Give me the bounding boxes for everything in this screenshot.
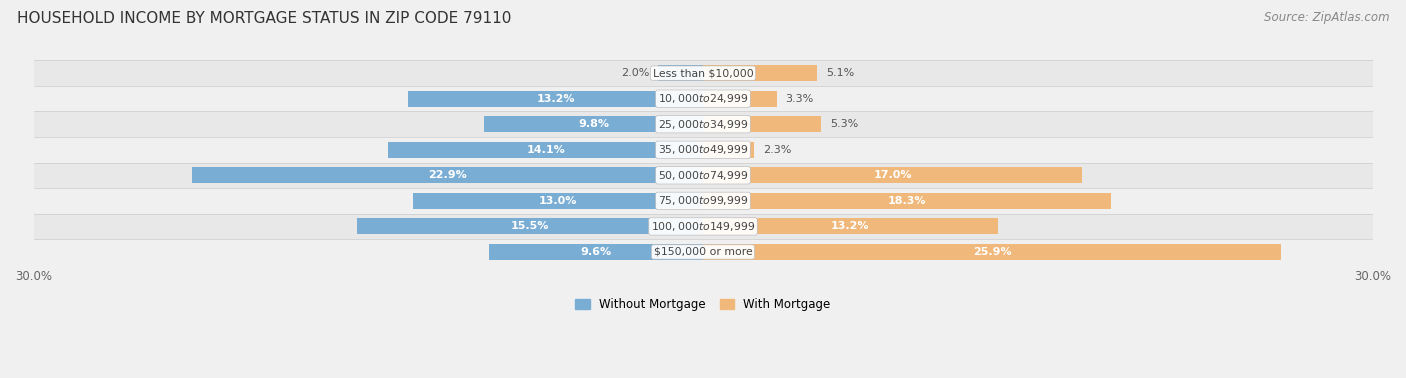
Text: 13.2%: 13.2% — [537, 94, 575, 104]
Text: 14.1%: 14.1% — [526, 145, 565, 155]
Text: 9.8%: 9.8% — [578, 119, 609, 129]
Text: $50,000 to $74,999: $50,000 to $74,999 — [658, 169, 748, 182]
Text: 5.1%: 5.1% — [825, 68, 853, 78]
Text: $150,000 or more: $150,000 or more — [654, 247, 752, 257]
Bar — [388, 142, 703, 158]
Bar — [703, 244, 1281, 260]
Bar — [484, 116, 703, 132]
Text: $10,000 to $24,999: $10,000 to $24,999 — [658, 92, 748, 105]
Text: $100,000 to $149,999: $100,000 to $149,999 — [651, 220, 755, 233]
Text: 9.6%: 9.6% — [581, 247, 612, 257]
Bar — [34, 60, 1372, 86]
Bar — [413, 193, 703, 209]
Legend: Without Mortgage, With Mortgage: Without Mortgage, With Mortgage — [571, 294, 835, 316]
Bar — [34, 239, 1372, 265]
Bar — [357, 218, 703, 234]
Text: 25.9%: 25.9% — [973, 247, 1011, 257]
Text: 3.3%: 3.3% — [786, 94, 814, 104]
Bar — [34, 163, 1372, 188]
Bar — [703, 167, 1083, 183]
Text: $35,000 to $49,999: $35,000 to $49,999 — [658, 143, 748, 156]
Text: 18.3%: 18.3% — [889, 196, 927, 206]
Bar — [193, 167, 703, 183]
Text: 13.0%: 13.0% — [538, 196, 576, 206]
Bar — [703, 65, 817, 81]
Bar — [703, 116, 821, 132]
Bar — [34, 112, 1372, 137]
Text: 13.2%: 13.2% — [831, 222, 869, 231]
Bar — [34, 188, 1372, 214]
Text: Source: ZipAtlas.com: Source: ZipAtlas.com — [1264, 11, 1389, 24]
Bar — [703, 91, 776, 107]
Bar — [658, 65, 703, 81]
Text: $25,000 to $34,999: $25,000 to $34,999 — [658, 118, 748, 131]
Text: Less than $10,000: Less than $10,000 — [652, 68, 754, 78]
Bar — [34, 137, 1372, 163]
Text: 2.3%: 2.3% — [763, 145, 792, 155]
Bar — [408, 91, 703, 107]
Text: 17.0%: 17.0% — [873, 170, 912, 180]
Text: $75,000 to $99,999: $75,000 to $99,999 — [658, 194, 748, 208]
Bar — [34, 86, 1372, 112]
Text: HOUSEHOLD INCOME BY MORTGAGE STATUS IN ZIP CODE 79110: HOUSEHOLD INCOME BY MORTGAGE STATUS IN Z… — [17, 11, 512, 26]
Text: 5.3%: 5.3% — [830, 119, 859, 129]
Text: 2.0%: 2.0% — [621, 68, 650, 78]
Text: 15.5%: 15.5% — [510, 222, 550, 231]
Text: 22.9%: 22.9% — [427, 170, 467, 180]
Bar — [703, 193, 1111, 209]
Bar — [703, 142, 755, 158]
Bar — [489, 244, 703, 260]
Bar — [34, 214, 1372, 239]
Bar — [703, 218, 998, 234]
